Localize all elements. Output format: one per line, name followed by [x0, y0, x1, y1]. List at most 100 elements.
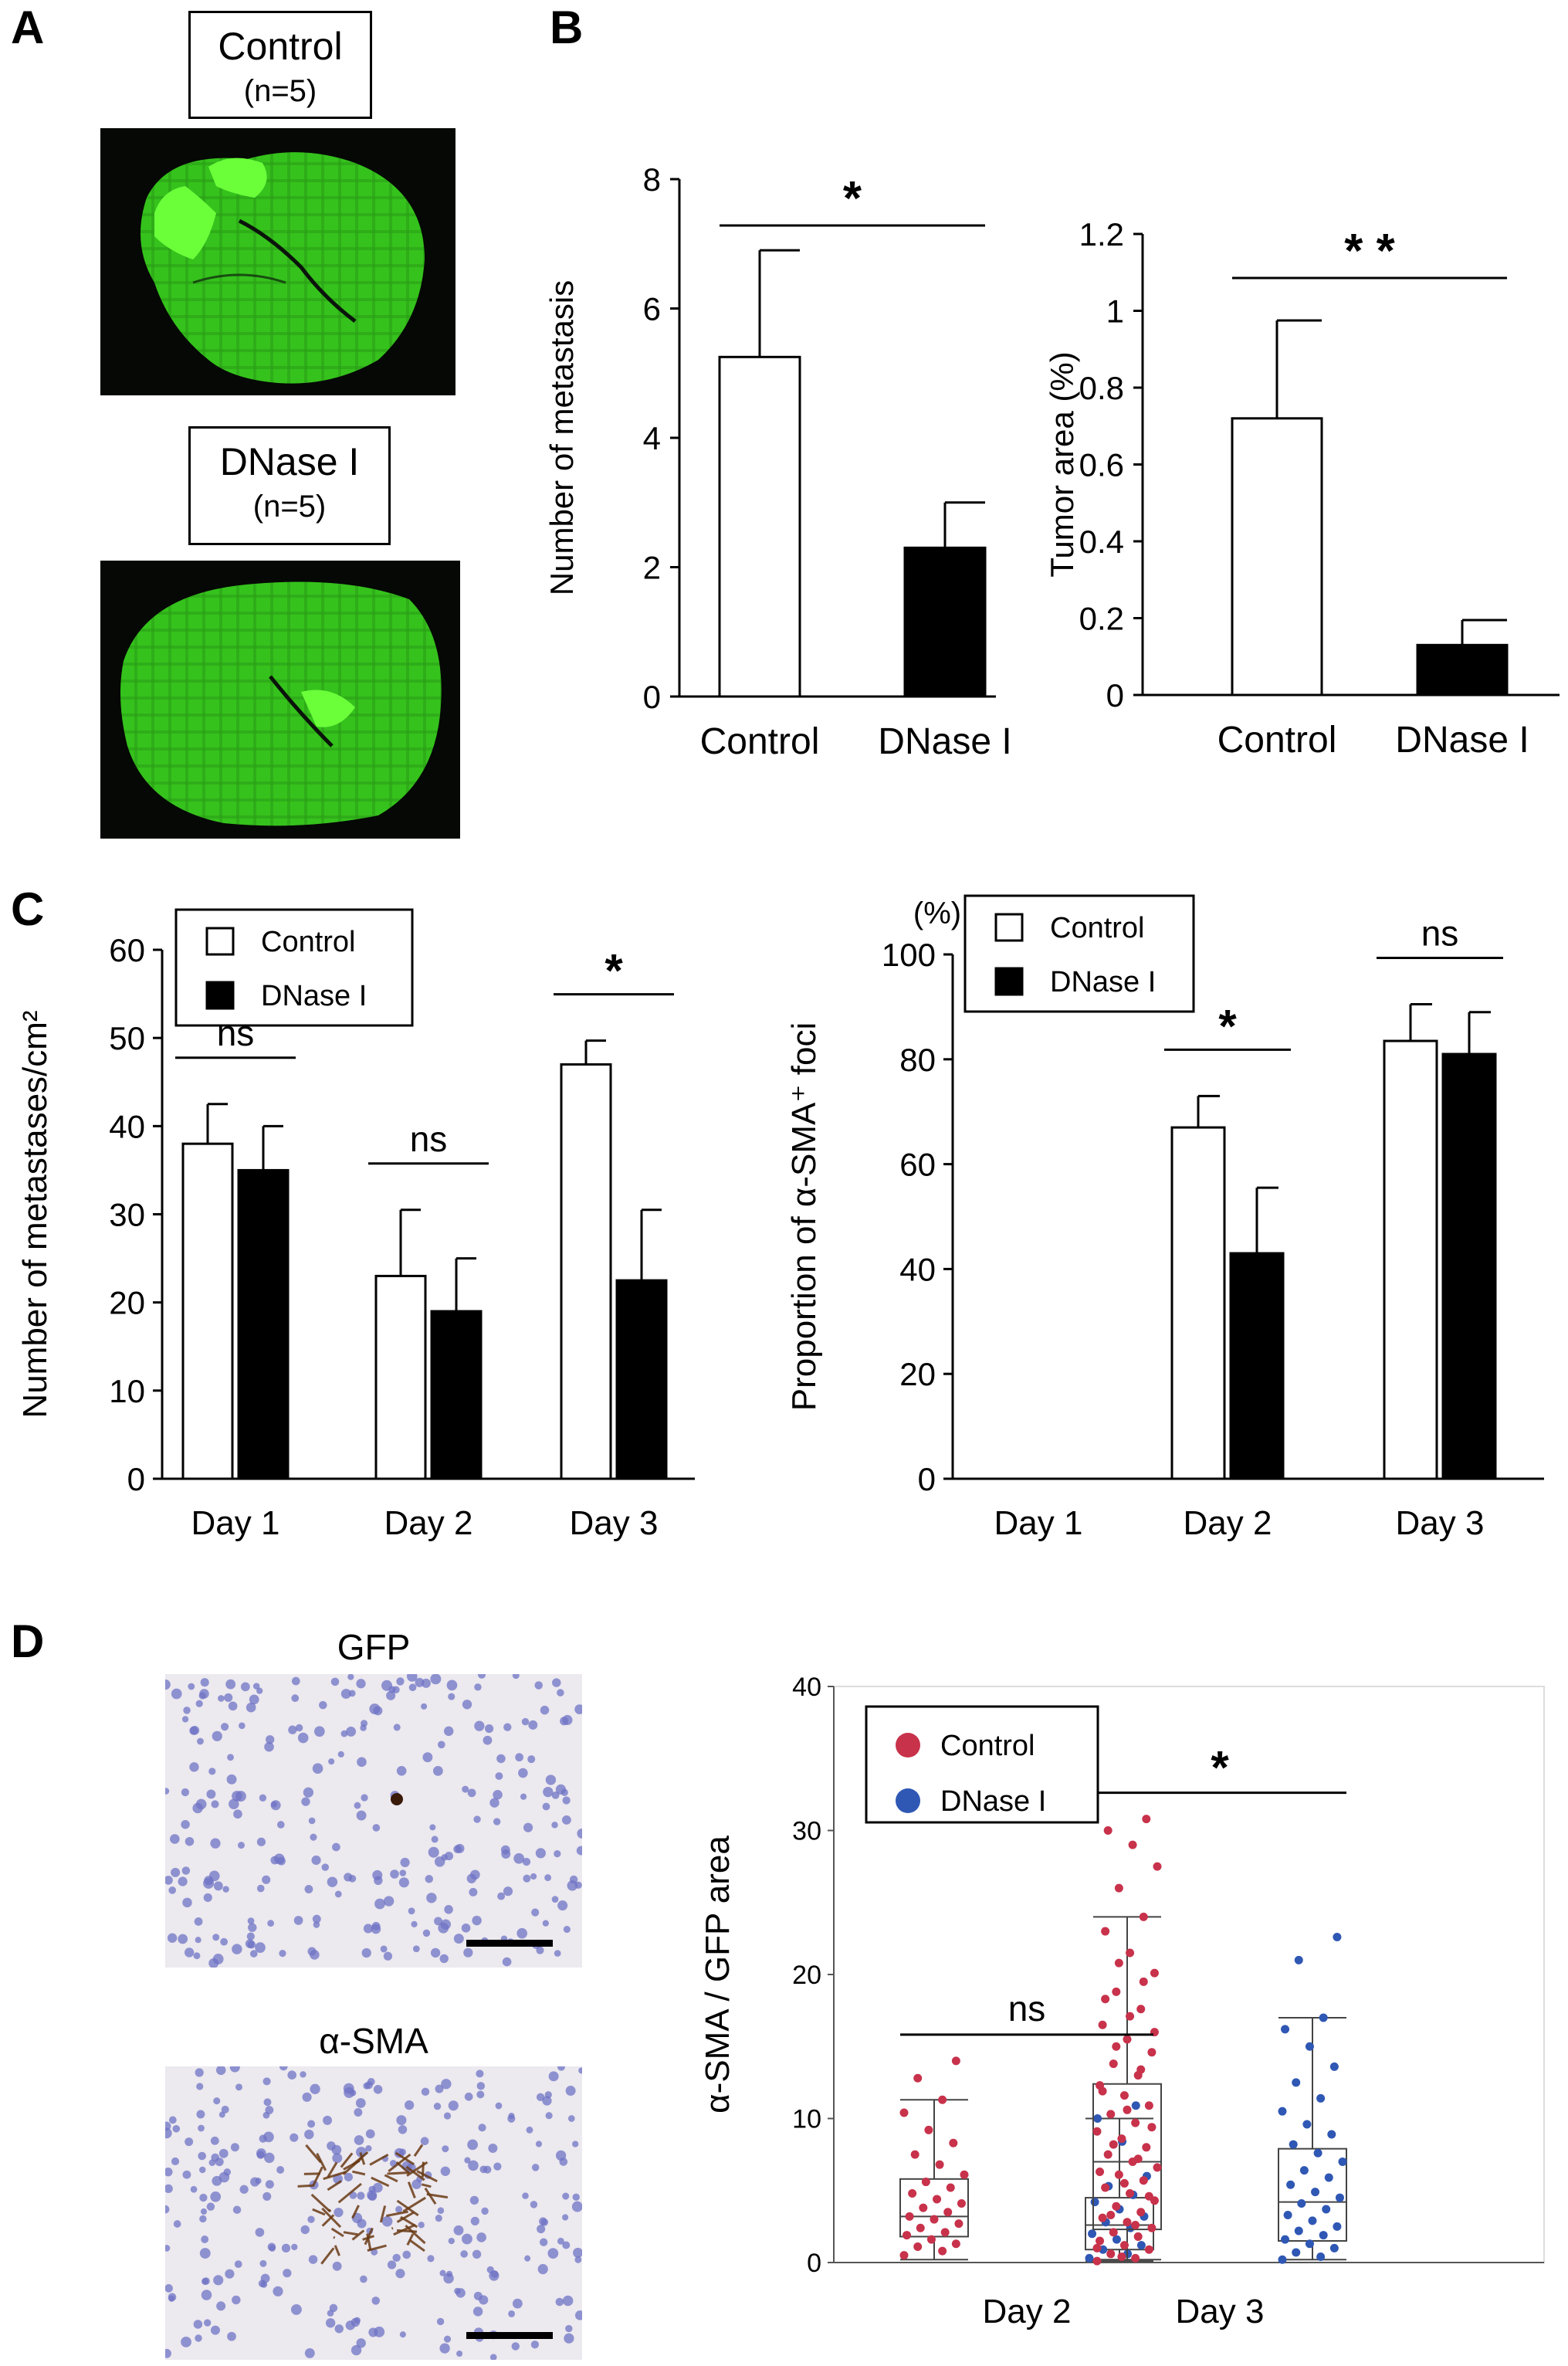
nucleus — [495, 1772, 503, 1781]
nucleus — [304, 1885, 313, 1893]
bar-control — [181, 1142, 234, 1480]
nucleus — [301, 1797, 310, 1806]
nucleus — [542, 1802, 550, 1811]
data-point — [1308, 2216, 1317, 2225]
y-tick-label: 10 — [792, 2105, 821, 2134]
nucleus — [399, 2148, 407, 2156]
nucleus — [246, 1932, 255, 1941]
nucleus — [396, 1677, 405, 1686]
nucleus — [291, 1694, 300, 1703]
nucleus — [224, 1693, 233, 1702]
legend-swatch — [994, 913, 1024, 942]
nucleus — [227, 2331, 236, 2341]
y-tick-label: 20 — [899, 1356, 936, 1392]
data-point — [1136, 2241, 1146, 2250]
data-point — [1142, 1815, 1151, 1824]
nucleus — [569, 1875, 578, 1884]
nucleus — [462, 1785, 469, 1793]
nucleus — [395, 2205, 403, 2213]
nucleus — [464, 2157, 471, 2164]
nucleus — [200, 1678, 209, 1687]
data-point — [1139, 2176, 1148, 2185]
nucleus — [344, 2172, 353, 2181]
nucleus — [288, 1725, 297, 1734]
sma-stain — [316, 2153, 327, 2171]
nucleus — [247, 1917, 255, 1925]
sma-stain — [405, 2165, 425, 2181]
data-point — [1333, 1933, 1342, 1942]
nucleus — [412, 1945, 420, 1953]
nucleus — [351, 2344, 362, 2356]
data-point — [1281, 2025, 1290, 2034]
y-tick-label: 0 — [1106, 677, 1124, 714]
nucleus — [206, 2202, 215, 2211]
nucleus — [291, 1676, 300, 1686]
nucleus — [290, 2303, 302, 2315]
nucleus — [334, 2207, 344, 2218]
nucleus — [430, 1673, 442, 1685]
nucleus — [218, 2148, 229, 2158]
y-unit-label: (%) — [913, 897, 961, 930]
nucleus — [554, 1950, 561, 1957]
data-point — [1302, 2120, 1312, 2129]
data-point — [1294, 2226, 1303, 2235]
x-tick-label: Day 3 — [570, 1504, 659, 1542]
sma-stain — [305, 2144, 322, 2164]
nucleus — [399, 2331, 406, 2338]
nucleus — [443, 2335, 452, 2343]
nucleus — [199, 2248, 211, 2259]
nucleus — [255, 1942, 266, 1953]
nucleus — [181, 1716, 189, 1723]
nucleus — [530, 2201, 538, 2208]
nucleus — [211, 2153, 220, 2162]
nucleus — [197, 1737, 204, 1745]
data-point — [1131, 2118, 1140, 2127]
data-point — [1283, 2210, 1292, 2219]
data-point — [903, 2231, 912, 2240]
nucleus — [540, 2219, 549, 2226]
nucleus — [213, 2097, 221, 2105]
nucleus — [435, 2084, 444, 2093]
nucleus — [340, 1730, 348, 1737]
nucleus — [361, 1947, 371, 1958]
significance-label: * * — [1344, 225, 1395, 278]
nucleus — [238, 1842, 245, 1849]
nucleus — [185, 1836, 195, 1846]
sma-stain — [351, 2205, 360, 2219]
nucleus — [363, 1924, 373, 1934]
nucleus — [195, 2068, 204, 2077]
control-label-n: (n=5) — [243, 74, 317, 108]
nucleus — [171, 1867, 181, 1877]
data-point — [946, 2183, 955, 2192]
data-point — [1112, 2042, 1121, 2051]
nucleus — [182, 2170, 191, 2179]
nucleus — [483, 1735, 493, 1745]
y-axis-label: Number of metastases/cm² — [16, 1010, 54, 1418]
dnase-liver-image — [100, 561, 460, 839]
data-point — [1106, 2249, 1116, 2259]
nucleus — [348, 1690, 356, 1697]
nucleus — [430, 1947, 441, 1958]
nucleus — [334, 1890, 342, 1898]
nucleus — [443, 2112, 452, 2120]
data-point — [930, 2215, 939, 2224]
y-tick-label: 0 — [807, 2249, 821, 2278]
y-tick-label: 40 — [899, 1251, 936, 1287]
nucleus — [211, 1800, 219, 1808]
data-point — [1142, 2143, 1151, 2152]
nucleus — [425, 1875, 433, 1883]
y-tick-label: 0.2 — [1079, 601, 1124, 637]
nucleus — [163, 2245, 171, 2252]
nucleus — [518, 1768, 528, 1778]
bar-1 — [903, 546, 987, 698]
nucleus — [543, 1786, 554, 1798]
sma-stain — [393, 2223, 416, 2236]
nucleus — [448, 1693, 455, 1700]
nucleus — [429, 1824, 436, 1831]
nucleus — [495, 2102, 503, 2110]
nucleus — [210, 1838, 221, 1849]
sma-stain — [312, 2166, 323, 2186]
sma-stain — [406, 2233, 415, 2246]
nucleus — [565, 2086, 576, 2097]
gfp-title: GFP — [337, 1627, 411, 1667]
